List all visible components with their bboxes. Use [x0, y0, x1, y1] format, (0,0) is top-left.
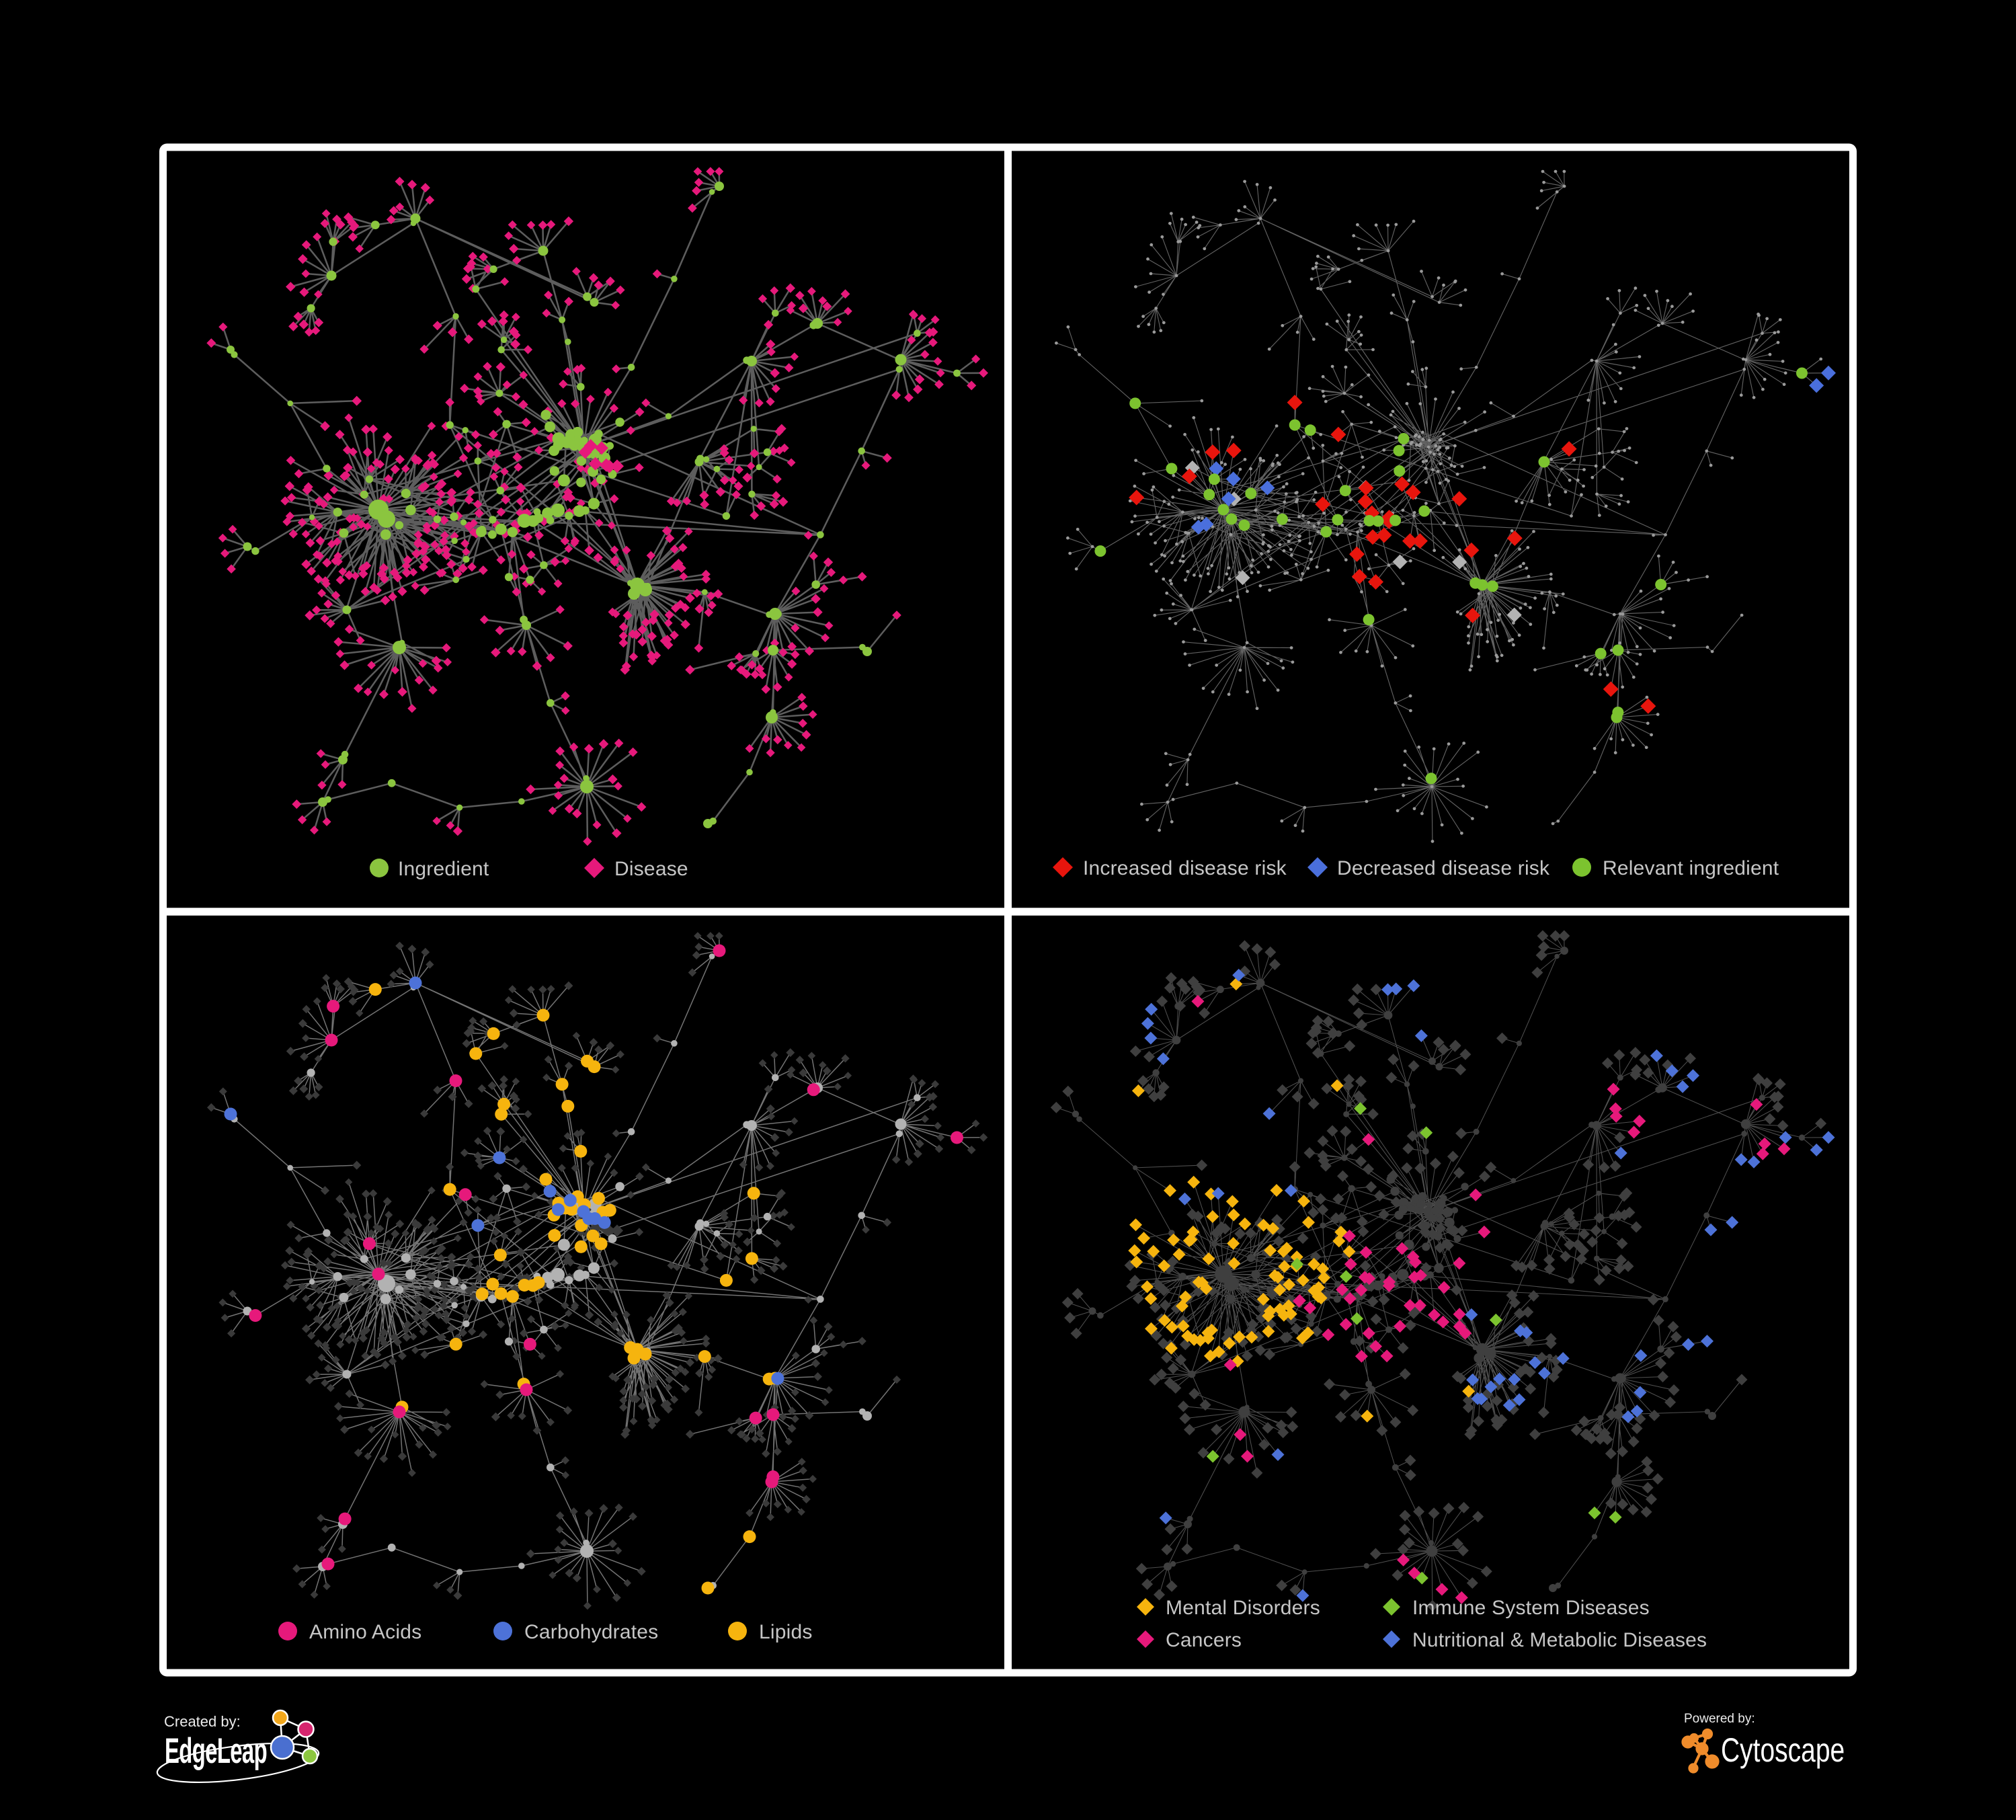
- svg-text:Mental Disorders: Mental Disorders: [1166, 1597, 1320, 1619]
- svg-text:Increased disease risk: Increased disease risk: [1083, 857, 1287, 879]
- svg-text:Decreased disease risk: Decreased disease risk: [1337, 857, 1550, 879]
- svg-text:EdgeLeap: EdgeLeap: [165, 1731, 267, 1771]
- svg-text:Amino Acids: Amino Acids: [309, 1621, 421, 1643]
- svg-text:Nutritional & Metabolic Diseas: Nutritional & Metabolic Diseases: [1412, 1629, 1707, 1651]
- svg-text:Relevant ingredient: Relevant ingredient: [1603, 857, 1779, 879]
- svg-text:Powered by:: Powered by:: [1684, 1712, 1755, 1726]
- svg-text:Carbohydrates: Carbohydrates: [524, 1621, 658, 1643]
- svg-text:Immune System Diseases: Immune System Diseases: [1412, 1597, 1650, 1619]
- svg-text:Created by:: Created by:: [164, 1713, 241, 1730]
- svg-text:Ingredient: Ingredient: [398, 858, 489, 880]
- svg-text:Lipids: Lipids: [759, 1621, 813, 1643]
- svg-text:Cytoscape: Cytoscape: [1721, 1731, 1845, 1769]
- svg-text:Disease: Disease: [614, 858, 688, 880]
- svg-text:Cancers: Cancers: [1166, 1629, 1242, 1651]
